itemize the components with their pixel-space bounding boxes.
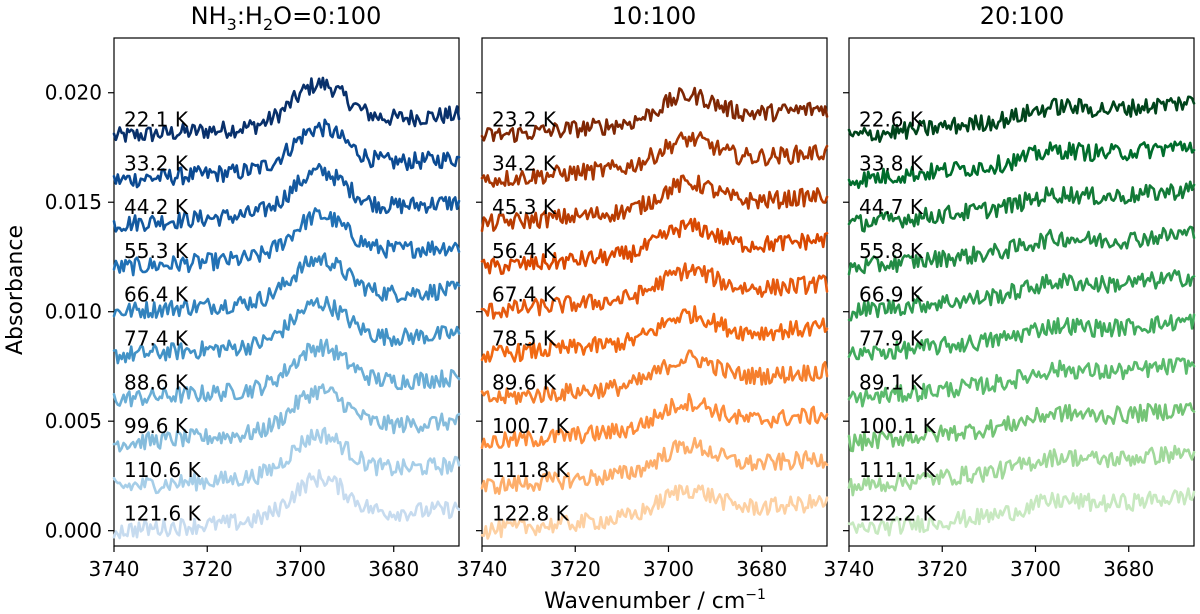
series-label: 33.8 K	[859, 151, 924, 175]
series-line-1-7	[112, 338, 461, 408]
series-label: 110.6 K	[124, 458, 202, 482]
series-line-2-5	[480, 262, 829, 320]
series-line-3-3	[847, 180, 1196, 233]
y-axis-label: Absorbance	[3, 225, 28, 355]
series-label: 100.1 K	[859, 414, 937, 438]
series-label: 66.4 K	[124, 283, 189, 307]
series-line-3-4	[847, 225, 1196, 276]
x-tick-label: 3680	[1103, 557, 1154, 581]
series-label: 78.5 K	[492, 327, 557, 351]
series-label: 111.8 K	[492, 458, 570, 482]
series-label: 111.1 K	[859, 458, 937, 482]
series-line-3-10	[847, 487, 1196, 537]
series-line-2-3	[480, 174, 829, 233]
series-label: 56.4 K	[492, 239, 557, 263]
series-line-1-10	[112, 469, 461, 540]
x-tick-label: 3740	[457, 557, 508, 581]
series-line-3-5	[847, 269, 1196, 322]
series-label: 121.6 K	[124, 502, 202, 526]
y-tick-label: 0.010	[45, 300, 102, 324]
series-line-2-9	[480, 436, 829, 495]
series-line-2-1	[480, 86, 829, 143]
series-label: 99.6 K	[124, 414, 189, 438]
series-label: 122.8 K	[492, 502, 570, 526]
series-line-2-6	[480, 305, 829, 363]
series-line-3-9	[847, 444, 1196, 497]
series-line-1-1	[112, 76, 461, 143]
series-label: 77.4 K	[124, 327, 189, 351]
y-tick-label: 0.015	[45, 190, 102, 214]
series-line-2-2	[480, 131, 829, 188]
x-tick-label: 3740	[824, 557, 875, 581]
series-line-1-9	[112, 426, 461, 495]
x-tick-label: 3740	[89, 557, 140, 581]
series-label: 77.9 K	[859, 327, 924, 351]
x-axis-label: Wavenumber / cm−1	[544, 587, 766, 614]
panel-3-frame	[848, 37, 1195, 547]
series-line-1-5	[112, 252, 461, 320]
series-line-1-4	[112, 207, 461, 277]
panel-2-title: 10:100	[612, 2, 696, 30]
x-tick-label: 3700	[1010, 557, 1061, 581]
series-label: 33.2 K	[124, 151, 189, 175]
series-line-1-2	[112, 118, 461, 189]
series-label: 122.2 K	[859, 502, 937, 526]
series-line-3-7	[847, 357, 1196, 408]
series-label: 89.6 K	[492, 370, 557, 394]
panel-3-title: 20:100	[980, 2, 1064, 30]
series-label: 44.7 K	[859, 195, 924, 219]
series-label: 55.8 K	[859, 239, 924, 263]
panel-1-frame	[113, 37, 460, 547]
series-line-1-6	[112, 295, 461, 365]
series-label: 34.2 K	[492, 151, 557, 175]
series-line-3-1	[847, 95, 1196, 143]
series-label: 100.7 K	[492, 414, 570, 438]
series-label: 88.6 K	[124, 370, 189, 394]
y-tick-label: 0.000	[45, 519, 102, 543]
series-label: 89.1 K	[859, 370, 924, 394]
x-tick-label: 3680	[368, 557, 419, 581]
y-tick-label: 0.005	[45, 409, 102, 433]
series-line-3-6	[847, 313, 1196, 361]
series-line-3-2	[847, 140, 1196, 190]
panel-1-title: NH3:H2O=0:100	[191, 2, 382, 34]
series-label: 22.1 K	[124, 108, 189, 132]
series-label: 45.3 K	[492, 195, 557, 219]
x-tick-label: 3680	[736, 557, 787, 581]
y-tick-label: 0.020	[45, 81, 102, 105]
series-label: 23.2 K	[492, 108, 557, 132]
series-label: 67.4 K	[492, 283, 557, 307]
series-line-2-4	[480, 217, 829, 275]
series-line-2-7	[480, 349, 829, 405]
series-label: 44.2 K	[124, 195, 189, 219]
series-line-2-8	[480, 393, 829, 449]
series-line-1-3	[112, 162, 461, 233]
x-tick-label: 3700	[275, 557, 326, 581]
series-label: 66.9 K	[859, 283, 924, 307]
x-tick-label: 3720	[550, 557, 601, 581]
series-line-2-10	[480, 484, 829, 540]
x-tick-label: 3720	[182, 557, 233, 581]
series-label: 55.3 K	[124, 239, 189, 263]
x-tick-label: 3720	[917, 557, 968, 581]
series-line-1-8	[112, 383, 461, 453]
series-label: 22.6 K	[859, 108, 924, 132]
x-tick-label: 3700	[643, 557, 694, 581]
series-line-3-8	[847, 402, 1196, 453]
